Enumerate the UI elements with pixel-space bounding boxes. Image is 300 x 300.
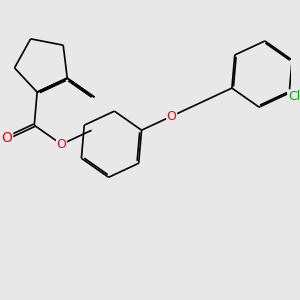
Text: O: O [56,138,66,151]
Text: O: O [167,110,177,123]
Text: O: O [2,131,13,145]
Text: Cl: Cl [288,90,300,103]
